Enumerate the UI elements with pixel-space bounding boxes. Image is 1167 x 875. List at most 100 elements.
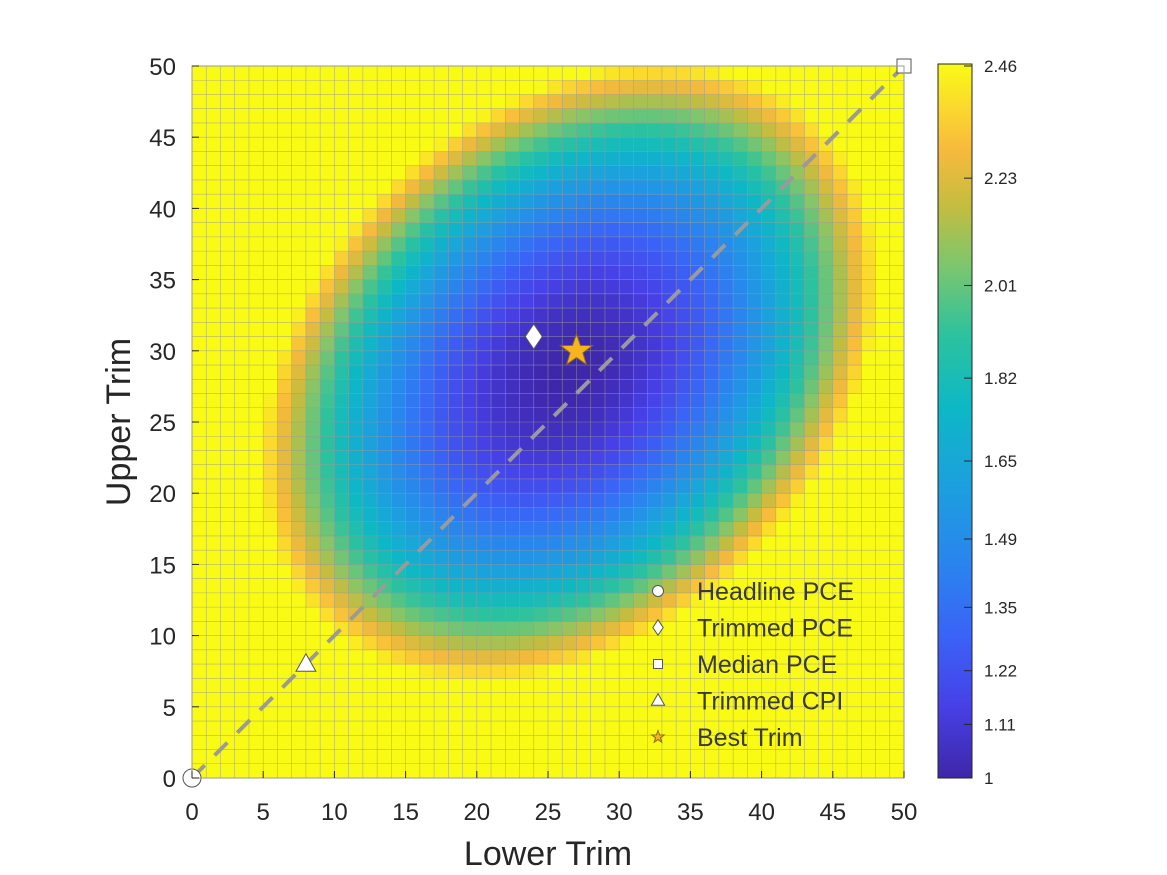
heatmap-cell [704,450,720,466]
heatmap-cell [305,179,321,195]
heatmap-cell [348,763,364,779]
heatmap-cell [434,493,449,508]
heatmap-cell [733,151,748,167]
heatmap-cell [790,236,805,252]
y-tick-label: 20 [149,481,176,508]
heatmap-cell [747,108,762,124]
heatmap-cell [377,151,392,167]
heatmap-cell [434,308,449,323]
heatmap-cell [206,706,221,722]
heatmap-cell [334,393,350,409]
heatmap-cell [576,179,592,195]
heatmap-cell [676,635,691,651]
heatmap-cell [590,293,606,309]
heatmap-cell [434,137,449,152]
heatmap-cell [718,564,734,580]
heatmap-cell [491,621,506,636]
heatmap-cell [704,122,720,138]
heatmap-cell [206,592,221,608]
heatmap-cell [362,422,378,437]
heatmap-cell [533,407,549,423]
heatmap-cell [619,450,634,466]
heatmap-cell [206,165,221,181]
heatmap-cell [277,721,293,736]
heatmap-cell [220,564,236,580]
heatmap-cell [491,564,506,580]
heatmap-cell [291,721,307,736]
heatmap-cell [434,564,449,580]
heatmap-cell [462,80,478,95]
heatmap-cell [861,308,876,323]
heatmap-cell [491,80,506,95]
heatmap-cell [747,535,762,551]
heatmap-cell [690,165,706,181]
heatmap-cell [334,578,350,594]
heatmap-cell [790,721,805,736]
heatmap-cell [875,550,891,565]
heatmap-cell [192,179,207,195]
heatmap-cell [590,122,606,138]
heatmap-cell [690,379,706,394]
heatmap-cell [348,535,364,551]
heatmap-cell [775,407,791,423]
heatmap-cell [847,607,862,622]
heatmap-cell [747,550,762,565]
heatmap-cell [747,122,762,138]
heatmap-cell [633,422,649,437]
heatmap-cell [192,194,207,209]
heatmap-cell [192,208,207,224]
heatmap-cell [861,236,876,252]
heatmap-cell [619,179,634,195]
heatmap-cell [220,94,236,110]
heatmap-cell [192,436,207,451]
heatmap-cell [434,80,449,95]
heatmap-cell [505,735,520,750]
heatmap-cell [305,607,321,622]
heatmap-cell [718,293,734,309]
heatmap-cell [419,179,435,195]
heatmap-cell [604,564,620,580]
heatmap-cell [661,621,677,636]
heatmap-cell [590,222,606,238]
heatmap-cell [775,322,791,337]
heatmap-cell [491,493,506,508]
heatmap-cell [676,80,691,95]
heatmap-cell [391,108,406,124]
heatmap-cell [362,279,378,295]
heatmap-cell [192,222,207,238]
heatmap-cell [889,308,905,323]
heatmap-cell [192,308,207,323]
heatmap-cell [448,308,463,323]
heatmap-cell [847,678,862,693]
heatmap-cell [220,635,236,651]
heatmap-cell [562,179,577,195]
heatmap-cell [362,706,378,722]
heatmap-cell [619,635,634,651]
heatmap-cell [847,365,862,380]
heatmap-cell [633,592,649,608]
heatmap-cell [875,763,891,779]
heatmap-cell [832,450,848,466]
heatmap-cell [419,137,435,152]
heatmap-cell [704,678,720,693]
heatmap-cell [847,279,862,295]
heatmap-cell [263,535,278,551]
heatmap-cell [747,721,762,736]
heatmap-cell [676,94,691,110]
heatmap-cell [362,108,378,124]
heatmap-cell [248,592,264,608]
heatmap-cell [604,66,620,81]
heatmap-cell [405,80,421,95]
heatmap-cell [562,422,577,437]
heatmap-cell [747,592,762,608]
heatmap-cell [377,251,392,266]
heatmap-cell [818,379,834,394]
heatmap-cell [562,308,577,323]
heatmap-cell [533,94,549,110]
heatmap-cell [362,350,378,366]
heatmap-cell [462,308,478,323]
heatmap-cell [234,194,250,209]
heatmap-cell [804,621,819,636]
heatmap-cell [291,108,307,124]
heatmap-cell [448,137,463,152]
